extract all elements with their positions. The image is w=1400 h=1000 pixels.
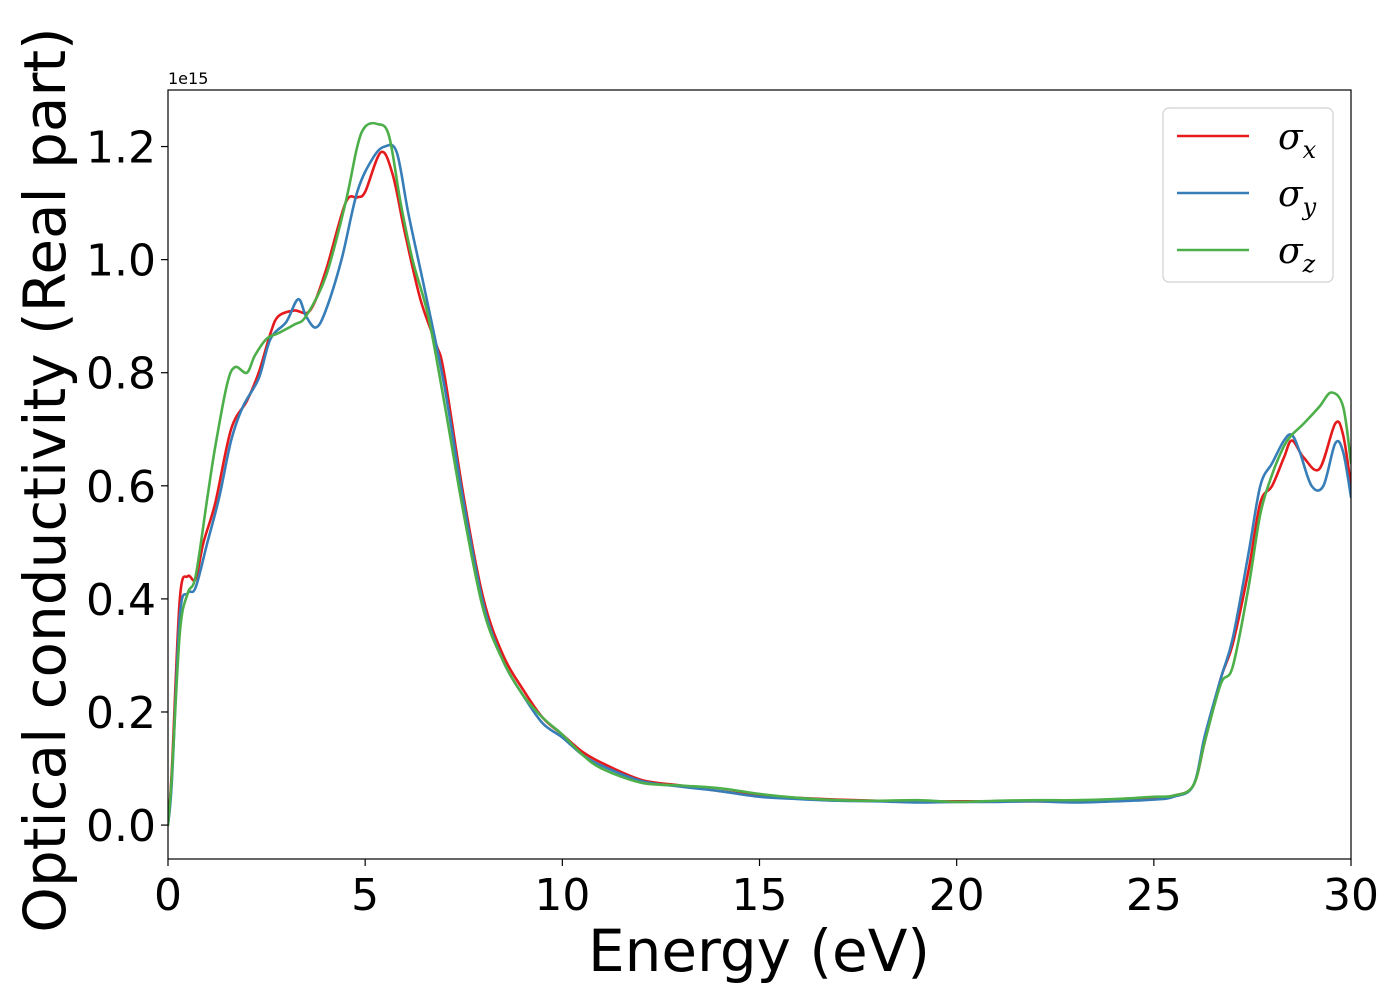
y-tick-label: 1.0: [86, 236, 156, 287]
y-axis-label: Optical conductivity (Real part): [11, 27, 79, 932]
y-tick-label: 0.4: [86, 575, 156, 626]
y-offset-label: 1e15: [168, 69, 208, 88]
legend-label-z: σz: [1278, 231, 1316, 278]
legend: σx σy σz: [1162, 107, 1334, 283]
y-tick-label: 0.6: [86, 462, 156, 513]
x-tick-label: 10: [534, 870, 590, 921]
x-tick-label: 25: [1126, 870, 1182, 921]
axis-ticks: 0 5 10 15 20 25 30 0.0 0.2 0.4 0.6 0.8 1.0 1.2: [86, 123, 1379, 921]
y-tick-label: 0.2: [86, 688, 156, 739]
x-tick-label: 20: [929, 870, 985, 921]
legend-label-x: σx: [1278, 117, 1317, 164]
y-tick-label: 0.8: [86, 349, 156, 400]
x-tick-label: 5: [351, 870, 379, 921]
x-axis-label: Energy (eV): [588, 917, 930, 985]
x-tick-label: 15: [732, 870, 788, 921]
series-lines: [168, 121, 1351, 827]
x-tick-label: 0: [154, 870, 182, 921]
y-tick-label: 1.2: [86, 123, 156, 174]
x-tick-label: 30: [1323, 870, 1379, 921]
legend-label-y: σy: [1278, 174, 1317, 221]
legend-box: [1162, 107, 1334, 283]
series-line-z: [168, 121, 1351, 827]
y-tick-label: 0.0: [86, 801, 156, 852]
